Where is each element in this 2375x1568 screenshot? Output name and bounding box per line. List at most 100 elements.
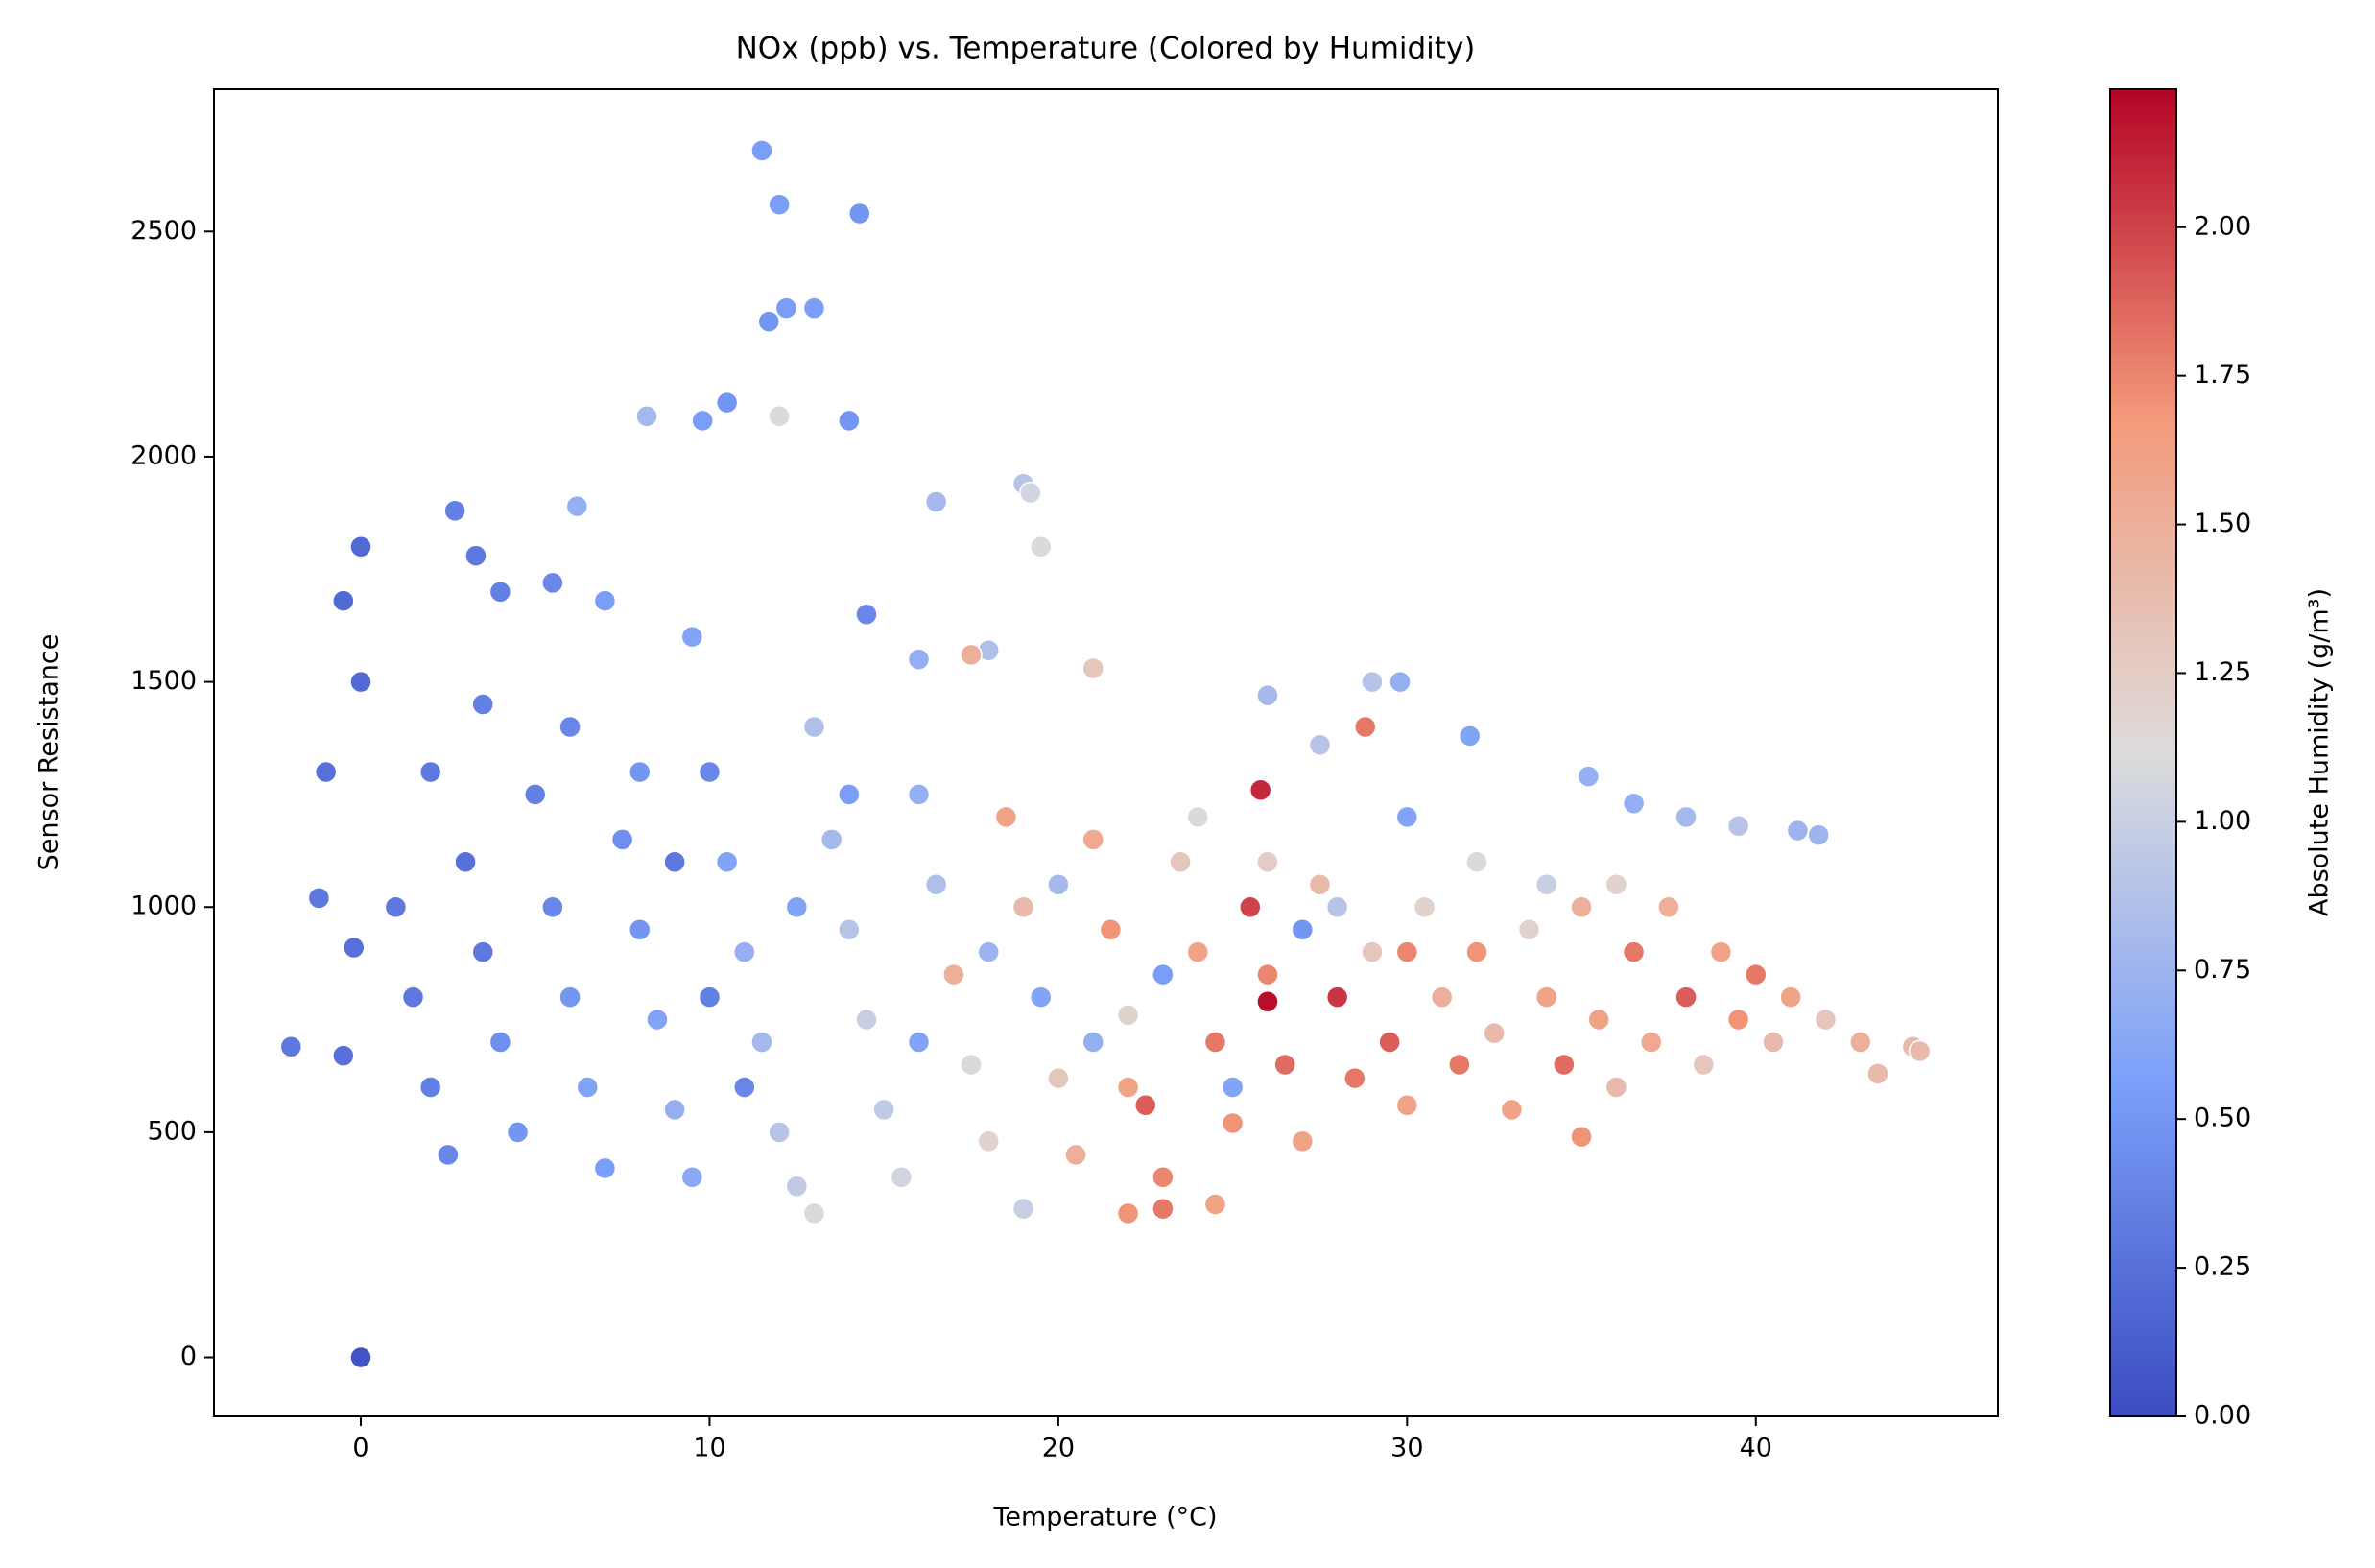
- point: [1395, 805, 1419, 829]
- point: [1786, 819, 1810, 843]
- point: [750, 139, 773, 162]
- point: [1534, 986, 1558, 1009]
- point: [1814, 1008, 1838, 1032]
- x-tick-label: 30: [1390, 1434, 1423, 1463]
- point: [1570, 1125, 1593, 1149]
- point: [1116, 1004, 1140, 1027]
- point: [629, 760, 652, 784]
- point: [698, 760, 722, 784]
- point: [977, 1129, 1000, 1153]
- point: [802, 297, 826, 320]
- point: [342, 936, 366, 960]
- point: [1500, 1098, 1524, 1122]
- point: [855, 1008, 878, 1032]
- colorbar-label: Absolute Humidity (g/m³): [2305, 588, 2335, 916]
- point: [715, 391, 739, 415]
- point: [1361, 670, 1384, 694]
- point: [768, 404, 791, 428]
- point: [443, 499, 466, 523]
- point: [418, 760, 442, 784]
- point: [1622, 792, 1646, 816]
- point: [1657, 895, 1680, 918]
- point: [1692, 1053, 1716, 1077]
- point: [1047, 873, 1070, 896]
- point: [733, 940, 756, 963]
- point: [349, 535, 372, 558]
- colorbar: [2109, 88, 2177, 1417]
- point: [1325, 895, 1349, 918]
- point: [663, 850, 686, 874]
- point: [1152, 962, 1175, 986]
- point: [872, 1098, 895, 1122]
- point: [1465, 850, 1488, 874]
- point: [1256, 990, 1279, 1013]
- point: [1186, 940, 1210, 963]
- point: [558, 715, 582, 739]
- point: [1639, 1031, 1663, 1054]
- point: [785, 895, 809, 918]
- point: [332, 1044, 355, 1067]
- point: [541, 571, 564, 595]
- point: [924, 490, 948, 513]
- point: [1908, 1039, 1932, 1063]
- point: [1081, 656, 1104, 680]
- point: [314, 760, 338, 784]
- point: [855, 603, 878, 626]
- point: [1221, 1111, 1245, 1135]
- point: [1256, 683, 1279, 707]
- point: [437, 1143, 460, 1167]
- point: [1047, 1066, 1070, 1090]
- point: [847, 202, 871, 226]
- point: [1273, 1053, 1296, 1077]
- point: [1239, 895, 1262, 918]
- point: [1019, 481, 1042, 505]
- point: [488, 580, 512, 604]
- point: [1011, 895, 1035, 918]
- point: [994, 805, 1018, 829]
- point: [1353, 715, 1377, 739]
- point: [307, 887, 331, 910]
- point: [1465, 940, 1488, 963]
- point: [1674, 986, 1698, 1009]
- y-tick-label: 1500: [131, 666, 197, 696]
- point: [576, 1076, 599, 1099]
- point: [1116, 1076, 1140, 1099]
- point: [960, 1053, 983, 1077]
- point: [802, 715, 826, 739]
- point: [838, 917, 861, 941]
- x-axis-label: Temperature (°C): [992, 1503, 1217, 1532]
- point: [1343, 1066, 1366, 1090]
- point: [1081, 828, 1104, 851]
- point: [1779, 986, 1802, 1009]
- point: [1517, 917, 1541, 941]
- point: [1413, 895, 1437, 918]
- y-tick-label: 0: [180, 1342, 197, 1371]
- point: [471, 940, 494, 963]
- point: [663, 1098, 686, 1122]
- point: [279, 1034, 303, 1058]
- point: [471, 693, 494, 716]
- point: [802, 1201, 826, 1225]
- point: [1395, 1093, 1419, 1117]
- point: [1459, 725, 1482, 748]
- point: [1248, 778, 1272, 801]
- point: [523, 783, 547, 806]
- x-tick-label: 40: [1740, 1434, 1772, 1463]
- point: [1553, 1053, 1576, 1077]
- point: [907, 648, 931, 671]
- point: [418, 1076, 442, 1099]
- point: [960, 643, 983, 667]
- point: [1448, 1053, 1471, 1077]
- colorbar-tick-label: 1.50: [2194, 509, 2251, 538]
- point: [680, 1166, 704, 1189]
- point: [1099, 917, 1123, 941]
- y-tick-label: 1000: [131, 891, 197, 921]
- point: [384, 895, 408, 918]
- point: [977, 940, 1000, 963]
- point: [691, 409, 714, 433]
- point: [1604, 1076, 1628, 1099]
- point: [1361, 940, 1384, 963]
- y-tick-label: 2000: [131, 440, 197, 470]
- point: [1604, 873, 1628, 896]
